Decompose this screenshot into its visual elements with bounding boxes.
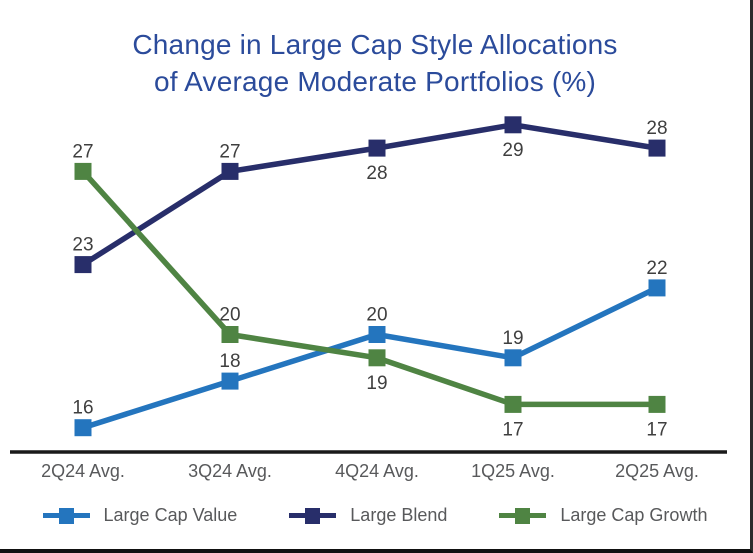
x-axis-label-2q25: 2Q25 Avg. (615, 461, 699, 481)
data-label-large-blend-3q24-avg-: 27 (219, 141, 240, 162)
data-label-large-cap-value-2q25-avg-: 22 (646, 258, 667, 279)
data-point-large-cap-growth-2q24-avg- (74, 162, 92, 180)
chart-legend: Large Cap Value Large Blend Large Cap Gr… (0, 505, 750, 526)
data-point-large-cap-growth-4q24-avg- (368, 349, 386, 367)
data-label-large-blend-4q24-avg-: 28 (366, 163, 387, 184)
legend-label: Large Blend (350, 505, 448, 525)
chart-title-line1: Change in Large Cap Style Allocations (132, 29, 618, 60)
legend-item-large-cap-growth: Large Cap Growth (499, 505, 707, 526)
x-axis-label-1q25: 1Q25 Avg. (471, 461, 555, 481)
data-label-large-blend-2q25-avg-: 28 (646, 118, 667, 139)
data-point-large-cap-value-4q24-avg- (368, 326, 386, 343)
data-point-large-cap-value-3q24-avg- (221, 372, 239, 390)
data-label-large-cap-value-3q24-avg-: 18 (219, 351, 240, 372)
data-label-large-cap-growth-3q24-avg-: 20 (219, 305, 240, 326)
data-point-large-blend-3q24-avg- (221, 162, 239, 180)
data-point-large-blend-2q25-avg- (648, 139, 666, 157)
data-point-large-cap-value-2q24-avg- (74, 419, 92, 437)
legend-line-square-icon (499, 507, 547, 524)
data-label-large-cap-value-2q24-avg-: 16 (72, 398, 93, 419)
chart-title: Change in Large Cap Style Allocations of… (0, 26, 750, 100)
data-label-large-cap-value-4q24-avg-: 20 (366, 305, 387, 326)
legend-label: Large Cap Value (103, 505, 238, 525)
data-label-large-cap-growth-4q24-avg-: 19 (366, 373, 387, 394)
legend-label: Large Cap Growth (560, 505, 708, 525)
data-label-large-blend-2q24-avg-: 23 (72, 235, 93, 256)
data-label-large-blend-1q25-avg-: 29 (502, 140, 523, 161)
data-point-large-cap-value-2q25-avg- (648, 279, 666, 297)
data-point-large-blend-2q24-avg- (74, 256, 92, 274)
x-axis-label-2q24: 2Q24 Avg. (41, 461, 125, 481)
data-point-large-blend-1q25-avg- (504, 116, 522, 134)
data-point-large-cap-growth-2q25-avg- (648, 395, 666, 413)
legend-line-square-icon (289, 507, 337, 524)
data-label-large-cap-value-1q25-avg-: 19 (502, 328, 523, 349)
x-axis-label-3q24: 3Q24 Avg. (188, 461, 272, 481)
legend-item-large-cap-value: Large Cap Value (42, 505, 238, 526)
data-point-large-cap-growth-1q25-avg- (504, 395, 522, 413)
data-label-large-cap-growth-1q25-avg-: 17 (502, 419, 523, 440)
data-point-large-blend-4q24-avg- (368, 139, 386, 157)
legend-item-large-blend: Large Blend (289, 505, 447, 526)
legend-line-square-icon (42, 507, 90, 524)
x-axis-label-4q24: 4Q24 Avg. (335, 461, 419, 481)
series-line-large-cap-growth (80, 169, 657, 408)
data-point-large-cap-growth-3q24-avg- (221, 326, 239, 343)
data-point-large-cap-value-1q25-avg- (504, 349, 522, 367)
chart-title-line2: of Average Moderate Portfolios (%) (153, 66, 597, 97)
data-label-large-cap-growth-2q25-avg-: 17 (646, 419, 667, 440)
data-label-large-cap-growth-2q24-avg-: 27 (72, 141, 93, 162)
